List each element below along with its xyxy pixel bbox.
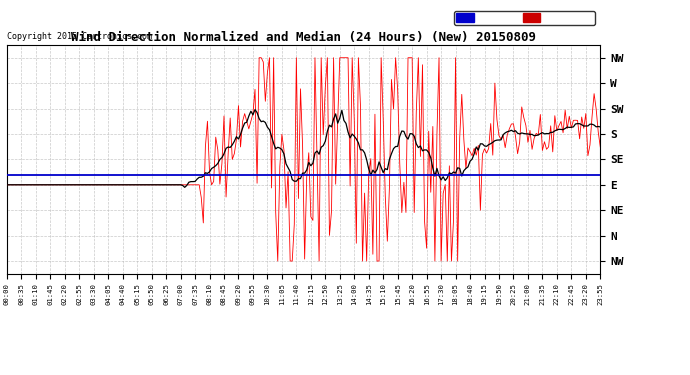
Text: Copyright 2015 Cartronics.com: Copyright 2015 Cartronics.com xyxy=(7,32,152,41)
Title: Wind Direction Normalized and Median (24 Hours) (New) 20150809: Wind Direction Normalized and Median (24… xyxy=(71,31,536,44)
Legend: Average, Direction: Average, Direction xyxy=(454,11,595,25)
